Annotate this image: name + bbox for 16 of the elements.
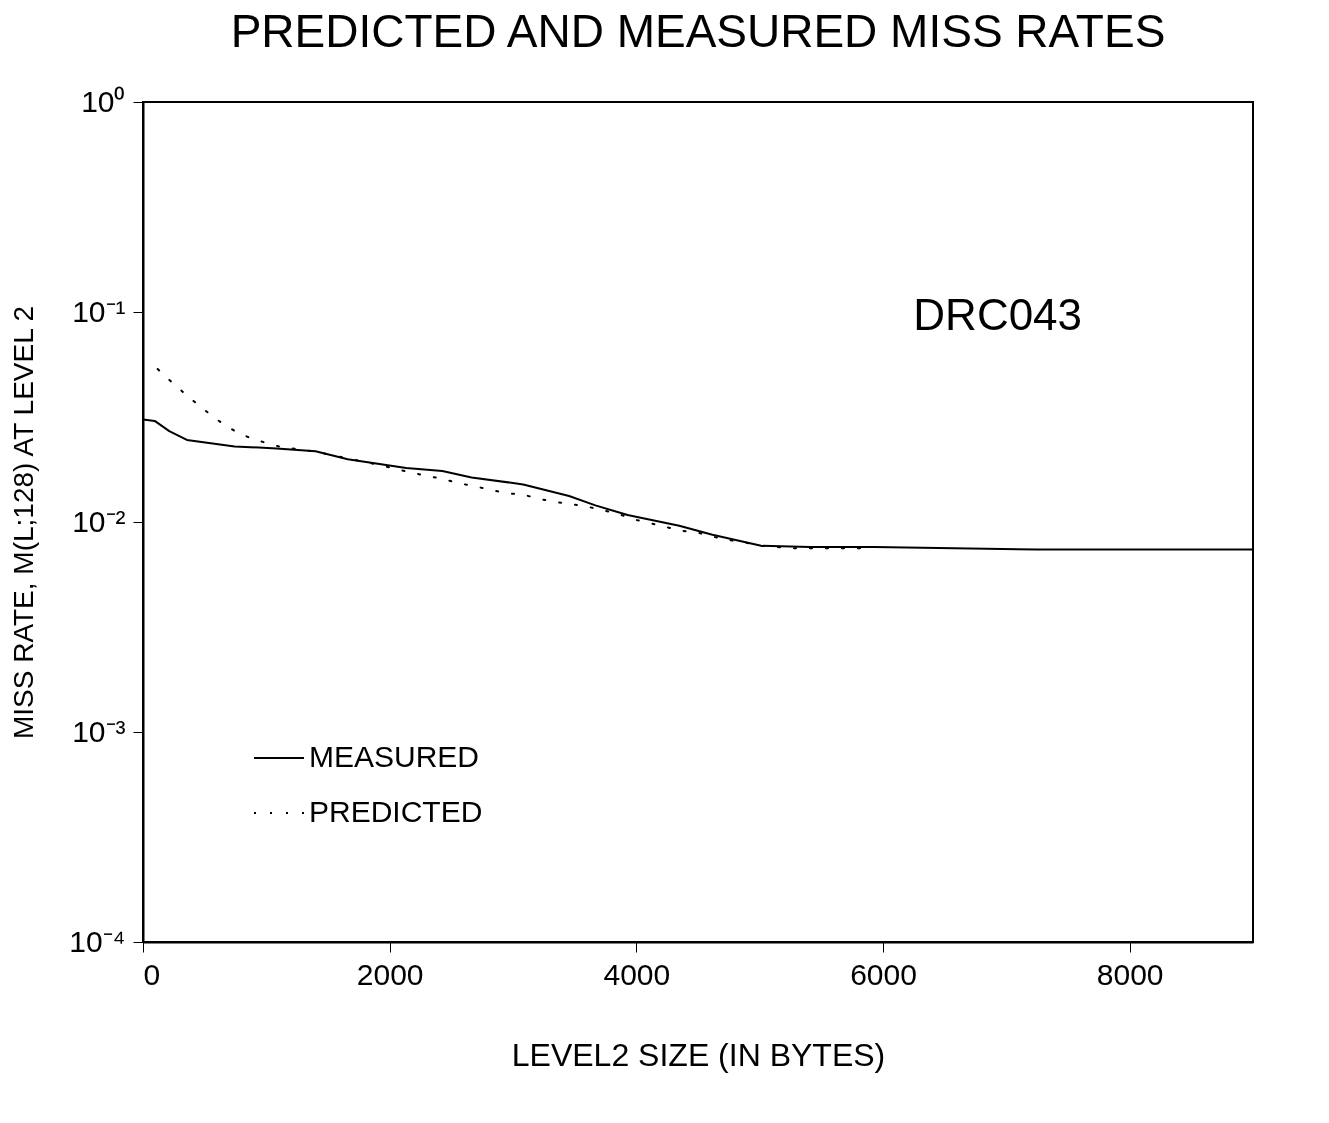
x-tick-label: 8000: [1096, 957, 1164, 991]
x-axis-title: LEVEL2 SIZE (IN BYTES): [511, 1036, 886, 1073]
x-tick-label: 4000: [603, 957, 671, 991]
y-tick-label: 10⁻¹: [72, 294, 126, 328]
x-tick-label: 2000: [356, 957, 424, 991]
y-axis-title: MISS RATE, M(L;128) AT LEVEL 2: [8, 305, 40, 740]
annotation: DRC043: [913, 290, 1083, 339]
y-tick-label: 10⁻³: [72, 714, 126, 748]
x-tick-label: 6000: [850, 957, 917, 991]
y-tick-label: 10⁻⁴: [69, 924, 126, 958]
y-tick-label: 10⁰: [81, 84, 126, 118]
x-tick-label: 0: [143, 957, 161, 991]
legend-label: MEASURED: [309, 740, 480, 773]
y-tick-label: 10⁻²: [72, 504, 126, 538]
legend-label: PREDICTED: [309, 795, 483, 828]
chart-title: PREDICTED AND MEASURED MISS RATES: [230, 5, 1166, 57]
